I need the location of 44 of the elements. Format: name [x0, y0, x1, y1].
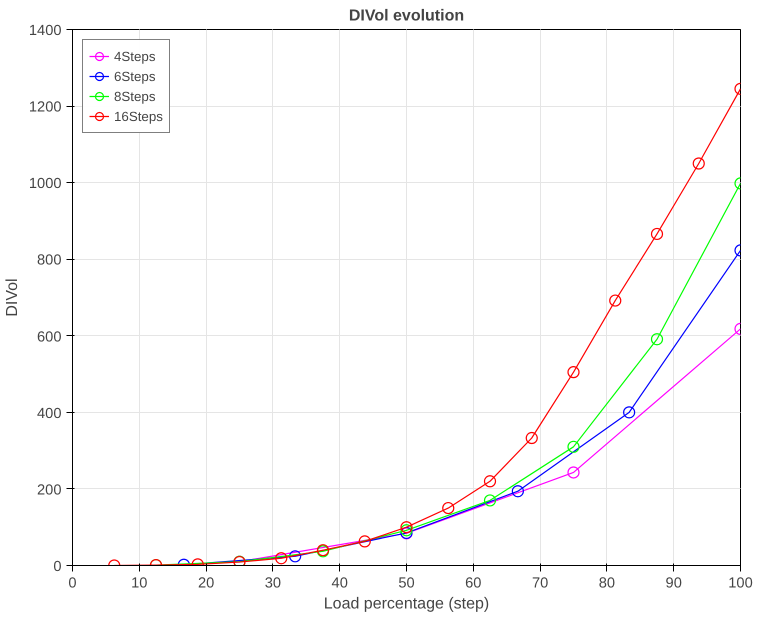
point [567, 440, 580, 453]
point [650, 333, 664, 346]
x-tick-label: 80 [598, 576, 616, 592]
legend-label: 16Steps [114, 108, 163, 124]
point [512, 485, 524, 498]
point [692, 157, 705, 170]
y-tick-label: 0 [53, 559, 62, 575]
point [289, 550, 302, 562]
x-tick-label: 50 [398, 576, 415, 592]
point [275, 552, 288, 564]
point [358, 535, 371, 548]
y-tick-label: 600 [37, 329, 62, 346]
x-tick-label: 40 [332, 576, 348, 592]
x-tick-label: 100 [728, 576, 753, 592]
legend-label: 8Steps [114, 88, 156, 104]
x-tick-label: 10 [131, 576, 148, 592]
y-tick-label: 400 [37, 406, 62, 422]
point [609, 294, 622, 307]
y-tick-label: 200 [37, 482, 62, 498]
legend-label: 4Steps [114, 48, 156, 64]
x-tick-label: 20 [198, 576, 214, 592]
x-axis-title: Load percentage (step) [324, 596, 490, 612]
point [484, 475, 496, 488]
y-axis-title: DIVol [4, 278, 21, 317]
y-tick-label: 1000 [28, 176, 62, 192]
point [567, 466, 580, 479]
point [442, 502, 454, 514]
legend-label: 6Steps [114, 68, 156, 84]
point [400, 524, 413, 536]
x-tick-label: 90 [666, 576, 682, 592]
x-tick-label: 0 [68, 576, 77, 592]
point [526, 432, 538, 444]
point [650, 228, 664, 240]
y-tick-label: 1400 [28, 23, 62, 39]
point [400, 521, 413, 534]
x-tick-label: 30 [264, 576, 282, 592]
x-tick-label: 70 [532, 576, 548, 592]
chart-title: DIVol evolution [348, 8, 464, 24]
point [567, 366, 580, 378]
y-tick-label: 800 [37, 252, 62, 269]
point [484, 494, 496, 507]
y-tick-label: 1200 [28, 100, 62, 116]
x-tick-label: 60 [465, 576, 482, 592]
point [623, 406, 636, 418]
